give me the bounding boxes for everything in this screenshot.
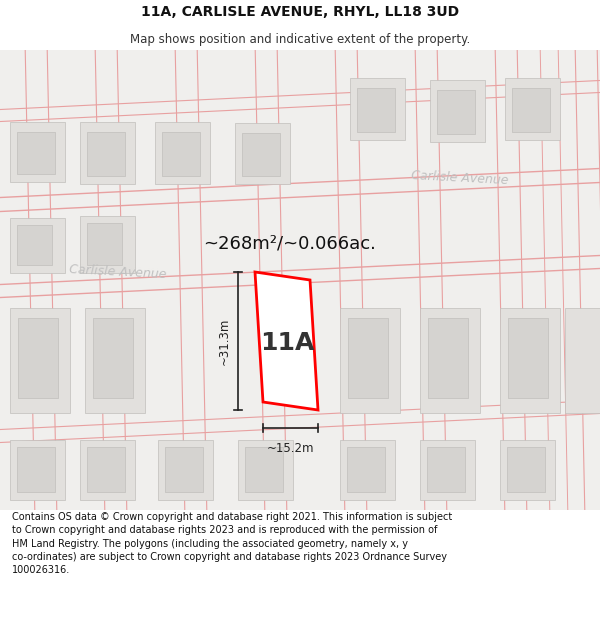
Bar [17,132,55,174]
Bar [420,308,480,413]
Bar [87,223,122,265]
Text: Map shows position and indicative extent of the property.: Map shows position and indicative extent… [130,32,470,46]
Text: 11A: 11A [260,331,314,355]
Bar [430,80,485,142]
Bar [80,216,135,273]
Bar [10,122,65,182]
Bar [420,440,475,500]
Bar [350,78,405,140]
Bar [347,447,385,492]
Bar [340,440,395,500]
Bar [10,440,65,500]
Bar [162,132,200,176]
Bar [348,318,388,398]
Text: ~31.3m: ~31.3m [218,318,231,364]
Bar [87,132,125,176]
Bar [505,78,560,140]
Text: ~268m²/~0.066ac.: ~268m²/~0.066ac. [203,234,376,252]
Bar [93,318,133,398]
Bar [158,440,213,500]
Text: Carlisle Avenue: Carlisle Avenue [411,169,509,187]
Bar [80,440,135,500]
Bar [235,123,290,184]
Bar [428,318,468,398]
Polygon shape [255,272,318,410]
Bar [512,88,550,132]
Bar [565,308,600,413]
Bar [238,440,293,500]
Bar [17,447,55,492]
Bar [508,318,548,398]
Text: 11A, CARLISLE AVENUE, RHYL, LL18 3UD: 11A, CARLISLE AVENUE, RHYL, LL18 3UD [141,6,459,19]
Bar [165,447,203,492]
Text: Carlisle Avenue: Carlisle Avenue [69,263,167,281]
Bar [85,308,145,413]
Bar [427,447,465,492]
Bar [500,440,555,500]
Bar [507,447,545,492]
Bar [18,318,58,398]
Bar [242,133,280,176]
Bar [17,225,52,265]
Bar [10,308,70,413]
Bar [245,447,283,492]
Bar [500,308,560,413]
Bar [340,308,400,413]
Bar [357,88,395,132]
Text: ~15.2m: ~15.2m [267,442,314,455]
Bar [80,122,135,184]
Bar [437,90,475,134]
Bar [10,218,65,273]
Text: Contains OS data © Crown copyright and database right 2021. This information is : Contains OS data © Crown copyright and d… [12,512,452,575]
Bar [155,122,210,184]
Bar [87,447,125,492]
